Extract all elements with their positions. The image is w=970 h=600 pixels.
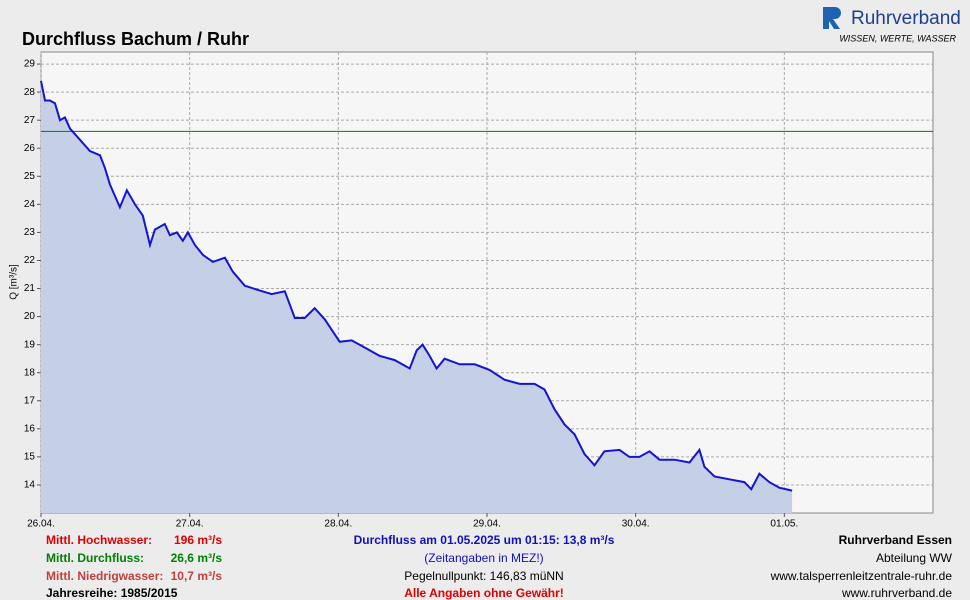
chart-title: Durchfluss Bachum / Ruhr [22,29,249,49]
y-tick-label: 25 [24,171,36,182]
logo-mark [823,7,829,29]
legend-label: Mittl. Hochwasser: [46,533,152,547]
x-tick-label: 01.05. [770,519,798,530]
y-tick-label: 17 [24,395,36,406]
x-tick-label: 30.04. [622,519,650,530]
y-tick-label: 16 [24,423,36,434]
current-flow: Durchfluss am 01.05.2025 um 01:15: 13,8 … [354,533,615,547]
footer: Mittl. Hochwasser: 196 m³/s Mittl. Durch… [46,533,953,600]
y-tick-label: 21 [24,283,36,294]
url: www.ruhrverband.de [841,586,952,600]
org: Ruhrverband Essen [839,533,952,547]
years: Jahresreihe: 1985/2015 [46,586,178,600]
logo: Ruhrverband WISSEN, WERTE, WASSER [823,7,961,43]
y-tick-label: 28 [24,87,36,98]
y-axis-label: Q [m³/s] [9,264,20,300]
logo-mark [829,7,841,29]
logo-slogan: WISSEN, WERTE, WASSER [839,33,956,43]
legend-value: 10,7 m³/s [171,569,223,583]
y-tick-label: 22 [24,255,36,266]
y-tick-label: 29 [24,59,36,70]
disclaimer: Alle Angaben ohne Gewähr! [404,586,564,600]
y-tick-label: 18 [24,367,36,378]
gauge-zero: Pegelnullpunkt: 146,83 müNN [404,569,563,583]
legend-value: 26,6 m³/s [171,551,223,565]
legend-value: 196 m³/s [174,533,222,547]
area [41,80,793,514]
y-tick-label: 14 [24,480,36,491]
y-tick-label: 24 [24,199,36,210]
line [40,80,793,492]
x-tick-label: 29.04. [473,519,501,530]
legend-label: Mittl. Durchfluss: [46,551,144,565]
y-tick-label: 23 [24,227,36,238]
y-tick-label: 27 [24,115,36,126]
y-tick-label: 20 [24,311,36,322]
y-tick-label: 15 [24,452,36,463]
y-tick-label: 19 [24,339,36,350]
x-tick-label: 26.04. [27,519,55,530]
legend-label: Mittl. Niedrigwasser: [46,569,163,583]
x-tick-label: 28.04. [324,519,352,530]
department: Abteilung WW [876,551,953,565]
timezone-note: (Zeitangaben in MEZ!) [424,551,543,565]
y-tick-label: 26 [24,143,36,154]
logo-name: Ruhrverband [851,8,961,29]
x-tick-label: 27.04. [176,519,204,530]
url: www.talsperrenleitzentrale-ruhr.de [770,569,953,583]
